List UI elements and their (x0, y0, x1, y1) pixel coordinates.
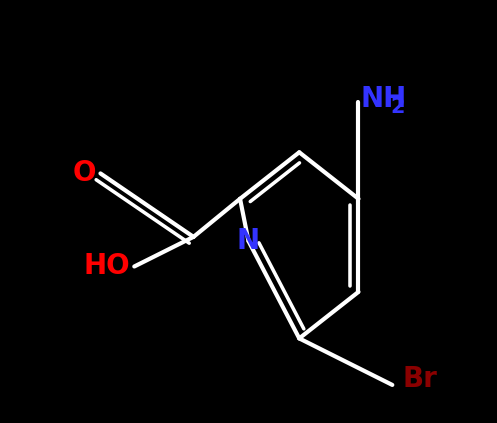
Text: HO: HO (83, 253, 130, 280)
Text: O: O (73, 159, 96, 187)
Text: Br: Br (403, 365, 438, 393)
Text: NH: NH (361, 85, 407, 113)
Text: 2: 2 (390, 97, 405, 117)
Text: N: N (237, 227, 260, 255)
